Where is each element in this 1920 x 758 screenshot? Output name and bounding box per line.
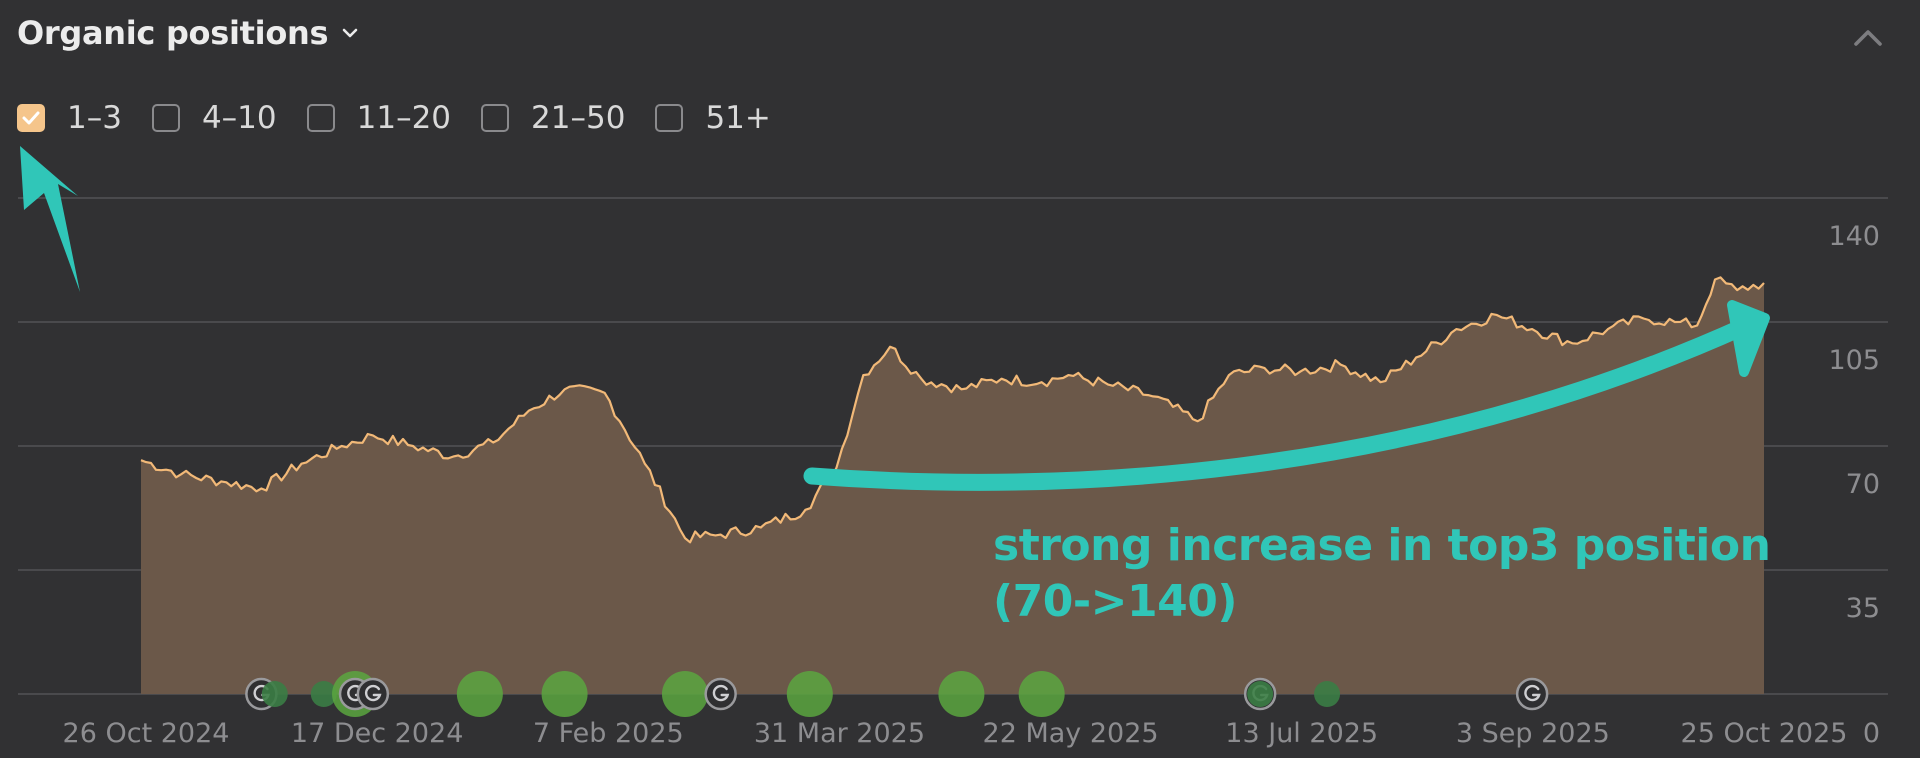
annotation-text: strong increase in top3 position (70->14… (993, 518, 1771, 630)
annotation-line-2: (70->140) (993, 576, 1237, 627)
checkbox-pointer-arrow (20, 146, 80, 292)
x-tick-label: 17 Dec 2024 (291, 718, 463, 749)
filter-label: 11–20 (356, 100, 452, 136)
event-marker-small (1314, 681, 1341, 707)
event-marker-large (938, 671, 985, 717)
x-tick-label: 13 Jul 2025 (1225, 718, 1378, 749)
event-marker-large (1018, 671, 1065, 717)
chart-title-dropdown[interactable]: Organic positions (17, 14, 360, 52)
checkbox-icon[interactable] (306, 104, 335, 132)
x-tick-label: 26 Oct 2024 (63, 718, 230, 749)
checkbox-icon[interactable] (481, 104, 510, 132)
filter-label: 21–50 (531, 100, 626, 136)
x-tick-label: 22 May 2025 (983, 718, 1159, 749)
event-marker-small (1247, 681, 1274, 707)
checkbox-icon[interactable] (655, 104, 684, 132)
annotation-line-1: strong increase in top3 position (993, 520, 1771, 571)
filter-11-20[interactable]: 11–20 (306, 100, 452, 136)
annotation-arrowhead (1727, 300, 1770, 377)
x-tick-label: 25 Oct 2025 (1681, 718, 1848, 749)
google-update-icon (704, 677, 737, 711)
event-marker-large (541, 671, 588, 717)
chart-title: Organic positions (17, 14, 329, 52)
filter-label: 1–3 (67, 100, 122, 136)
x-tick-label: 3 Sep 2025 (1456, 718, 1610, 749)
y-tick-label: 105 (1828, 345, 1880, 376)
filter-1-3[interactable]: 1–3 (17, 100, 122, 136)
filter-4-10[interactable]: 4–10 (151, 100, 277, 136)
event-marker-large (661, 671, 708, 717)
x-tick-label: 7 Feb 2025 (533, 718, 684, 749)
filter-21-50[interactable]: 21–50 (481, 100, 625, 136)
collapse-chevron-up-icon[interactable] (1848, 20, 1888, 54)
filter-label: 4–10 (201, 100, 277, 136)
y-tick-label: 35 (1846, 593, 1880, 624)
series-line (140, 276, 1765, 544)
filter-label: 51+ (705, 100, 771, 136)
y-tick-label: 70 (1846, 469, 1880, 500)
event-marker-large (786, 671, 833, 717)
filter-51-plus[interactable]: 51+ (655, 100, 771, 136)
y-tick-label: 0 (1863, 718, 1880, 749)
event-marker-small (261, 681, 288, 707)
checkbox-checked-icon[interactable] (17, 104, 45, 132)
event-marker-small (310, 681, 337, 707)
x-tick-label: 31 Mar 2025 (754, 718, 925, 749)
checkbox-icon[interactable] (151, 104, 180, 132)
y-tick-label: 140 (1828, 221, 1880, 252)
google-update-icon (356, 677, 390, 711)
annotation-curved-arrow (803, 317, 1754, 491)
position-range-filters: 1–3 4–10 11–20 21–50 51+ (17, 100, 801, 136)
event-marker-large (456, 671, 503, 717)
chevron-down-icon (342, 28, 358, 38)
google-update-icon (1515, 677, 1549, 711)
